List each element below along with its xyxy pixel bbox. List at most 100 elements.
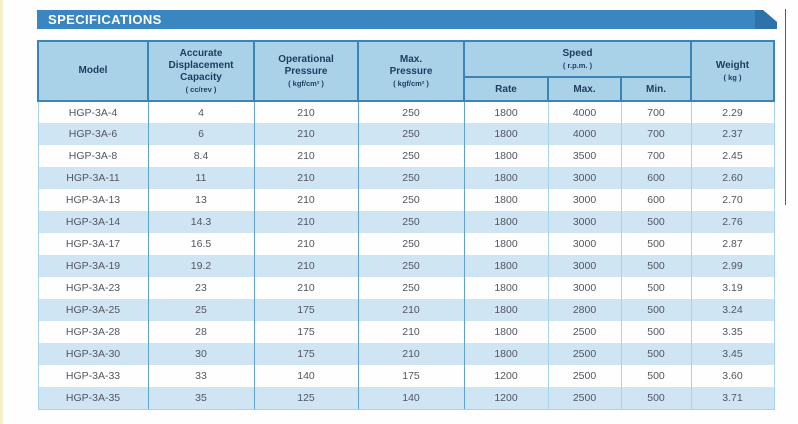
table-row: HGP-3A-35 35 125 140 1200 2500 500 3.71 xyxy=(37,387,775,410)
table-row: HGP-3A-11 11 210 250 1800 3000 600 2.60 xyxy=(37,167,775,189)
value-cell: 2500 xyxy=(547,321,621,343)
value-cell: 500 xyxy=(620,299,691,321)
table-row: HGP-3A-23 23 210 250 1800 3000 500 3.19 xyxy=(37,277,775,299)
value-cell: 500 xyxy=(620,233,691,255)
value-cell: 3000 xyxy=(547,167,621,189)
value-cell: 3500 xyxy=(547,145,621,167)
header-op-pressure-unit: ( kgf/cm² ) xyxy=(288,78,324,88)
value-cell: 250 xyxy=(357,233,464,255)
value-cell: 210 xyxy=(253,233,358,255)
value-cell: 210 xyxy=(357,299,464,321)
value-cell: 600 xyxy=(620,189,691,211)
value-cell: 1800 xyxy=(463,145,548,167)
value-cell: 700 xyxy=(620,123,691,145)
value-cell: 2.70 xyxy=(690,189,775,211)
section-title: SPECIFICATIONS xyxy=(48,12,162,27)
value-cell: 13 xyxy=(147,189,254,211)
value-cell: 1800 xyxy=(463,255,548,277)
header-displacement-capacity: Accurate Displacement Capacity ( cc/rev … xyxy=(147,40,255,102)
value-cell: 3.19 xyxy=(690,277,775,299)
value-cell: 1800 xyxy=(463,211,548,233)
table-row: HGP-3A-30 30 175 210 1800 2500 500 3.45 xyxy=(37,343,775,365)
model-cell: HGP-3A-19 xyxy=(37,255,148,277)
table-row: HGP-3A-4 4 210 250 1800 4000 700 2.29 xyxy=(37,101,775,123)
value-cell: 700 xyxy=(620,145,691,167)
header-speed-label: Speed xyxy=(562,48,593,60)
value-cell: 2500 xyxy=(547,365,621,387)
value-cell: 3.71 xyxy=(690,387,775,410)
value-cell: 140 xyxy=(253,365,358,387)
value-cell: 1800 xyxy=(463,101,548,123)
value-cell: 1200 xyxy=(463,387,548,410)
header-speed-rate: Rate xyxy=(463,76,549,102)
table-row: HGP-3A-25 25 175 210 1800 2800 500 3.24 xyxy=(37,299,775,321)
value-cell: 210 xyxy=(253,101,358,123)
value-cell: 500 xyxy=(620,387,691,410)
value-cell: 3000 xyxy=(547,189,621,211)
value-cell: 33 xyxy=(147,365,254,387)
value-cell: 210 xyxy=(253,255,358,277)
value-cell: 35 xyxy=(147,387,254,410)
value-cell: 1800 xyxy=(463,189,548,211)
value-cell: 700 xyxy=(620,101,691,123)
header-speed-unit: ( r.p.m. ) xyxy=(562,60,593,70)
value-cell: 3000 xyxy=(547,277,621,299)
model-cell: HGP-3A-11 xyxy=(37,167,148,189)
value-cell: 250 xyxy=(357,101,464,123)
value-cell: 210 xyxy=(253,145,358,167)
value-cell: 2.37 xyxy=(690,123,775,145)
value-cell: 210 xyxy=(357,321,464,343)
value-cell: 500 xyxy=(620,255,691,277)
value-cell: 1800 xyxy=(463,299,548,321)
value-cell: 250 xyxy=(357,277,464,299)
value-cell: 1800 xyxy=(463,321,548,343)
value-cell: 250 xyxy=(357,167,464,189)
model-cell: HGP-3A-4 xyxy=(37,101,148,123)
header-speed-min: Min. xyxy=(620,76,692,102)
section-header-banner: SPECIFICATIONS xyxy=(37,10,777,29)
value-cell: 210 xyxy=(253,167,358,189)
value-cell: 1800 xyxy=(463,343,548,365)
value-cell: 1800 xyxy=(463,123,548,145)
model-cell: HGP-3A-23 xyxy=(37,277,148,299)
table-row: HGP-3A-6 6 210 250 1800 4000 700 2.37 xyxy=(37,123,775,145)
model-cell: HGP-3A-33 xyxy=(37,365,148,387)
value-cell: 600 xyxy=(620,167,691,189)
value-cell: 250 xyxy=(357,123,464,145)
page-edge-strip xyxy=(0,0,3,424)
value-cell: 3000 xyxy=(547,255,621,277)
value-cell: 8.4 xyxy=(147,145,254,167)
value-cell: 500 xyxy=(620,277,691,299)
header-speed: Speed ( r.p.m. ) xyxy=(463,40,692,78)
header-max-pressure-label: Max. Pressure xyxy=(389,54,433,77)
value-cell: 23 xyxy=(147,277,254,299)
model-cell: HGP-3A-28 xyxy=(37,321,148,343)
value-cell: 2500 xyxy=(547,343,621,365)
spec-table-body: HGP-3A-4 4 210 250 1800 4000 700 2.29 HGP-3A-6 6 2… xyxy=(37,101,775,410)
model-cell: HGP-3A-6 xyxy=(37,123,148,145)
model-cell: HGP-3A-30 xyxy=(37,343,148,365)
header-capacity-label: Accurate Displacement Capacity xyxy=(168,48,234,83)
value-cell: 25 xyxy=(147,299,254,321)
table-row: HGP-3A-13 13 210 250 1800 3000 600 2.70 xyxy=(37,189,775,211)
spec-table: Model Accurate Displacement Capacity ( c… xyxy=(37,40,775,410)
value-cell: 16.5 xyxy=(147,233,254,255)
value-cell: 250 xyxy=(357,189,464,211)
value-cell: 250 xyxy=(357,211,464,233)
header-speed-max: Max. xyxy=(547,76,622,102)
model-cell: HGP-3A-8 xyxy=(37,145,148,167)
value-cell: 6 xyxy=(147,123,254,145)
table-row: HGP-3A-19 19.2 210 250 1800 3000 500 2.99 xyxy=(37,255,775,277)
value-cell: 2.60 xyxy=(690,167,775,189)
value-cell: 3.35 xyxy=(690,321,775,343)
header-model-label: Model xyxy=(78,65,108,77)
value-cell: 210 xyxy=(253,189,358,211)
model-cell: HGP-3A-14 xyxy=(37,211,148,233)
value-cell: 3000 xyxy=(547,211,621,233)
value-cell: 500 xyxy=(620,343,691,365)
value-cell: 500 xyxy=(620,321,691,343)
table-row: HGP-3A-17 16.5 210 250 1800 3000 500 2.87 xyxy=(37,233,775,255)
value-cell: 210 xyxy=(253,211,358,233)
value-cell: 11 xyxy=(147,167,254,189)
value-cell: 175 xyxy=(357,365,464,387)
